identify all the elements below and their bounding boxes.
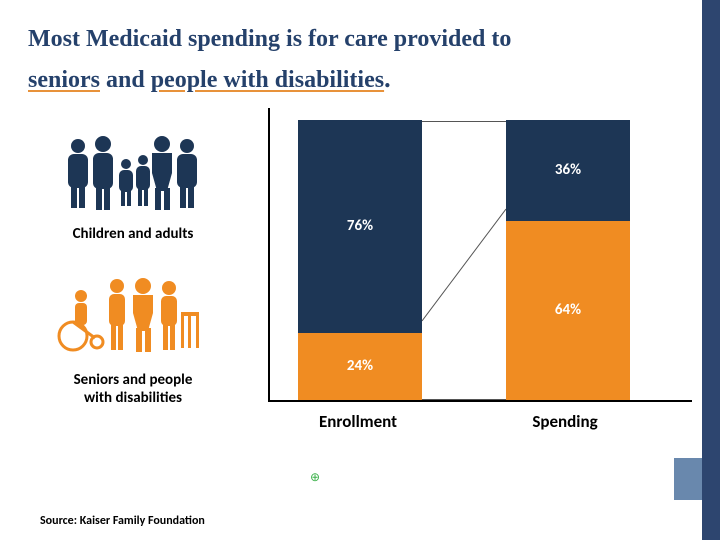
source-text: Source: Kaiser Family Foundation	[40, 514, 205, 528]
title-underline-seniors: seniors	[28, 67, 100, 93]
title-underline-disabilities: people with disabilities	[151, 67, 384, 93]
legend-children-adults: Children and adults	[28, 134, 238, 244]
bar-spending: 36% 64%	[506, 120, 630, 400]
title-line2: seniors and people with disabilities.	[28, 58, 692, 100]
legend-column: Children and adults Seniors and p	[28, 108, 238, 438]
legend-label-1: Children and adults	[28, 225, 238, 244]
seg-label-spend-bottom: 64%	[555, 301, 581, 319]
content-row: Children and adults Seniors and p	[28, 108, 692, 438]
seg-label-enroll-top: 76%	[347, 217, 373, 235]
axis-label-enrollment: Enrollment	[283, 411, 433, 432]
legend-seniors: Seniors and people with disabilities	[28, 276, 238, 409]
slide: Most Medicaid spending is for care provi…	[0, 0, 720, 540]
seg-label-spend-top: 36%	[555, 161, 581, 179]
legend-label-2b: with disabilities	[28, 389, 238, 408]
title-period: .	[384, 64, 391, 93]
axis-label-spending: Spending	[490, 411, 640, 432]
title-mid: and	[100, 67, 151, 93]
seg-spend-bottom: 64%	[506, 221, 630, 400]
y-axis	[268, 108, 270, 402]
seg-label-enroll-bottom: 24%	[347, 357, 373, 375]
side-stripe-dark	[702, 0, 720, 540]
title-line1: Most Medicaid spending is for care provi…	[28, 20, 692, 58]
people-group-icon	[53, 134, 213, 212]
connector-bottom	[422, 399, 506, 400]
seniors-group-icon	[53, 276, 213, 358]
x-axis	[268, 400, 692, 402]
seg-spend-top: 36%	[506, 120, 630, 221]
seg-enroll-bottom: 24%	[298, 333, 422, 400]
legend-label-2a: Seniors and people	[28, 371, 238, 390]
chart-area: 76% 24% 36% 64% Enrollment Spendin	[238, 108, 692, 438]
seg-enroll-top: 76%	[298, 120, 422, 333]
marker-icon: ⊕	[310, 470, 320, 480]
connector-mid-svg	[422, 121, 506, 327]
bar-enrollment: 76% 24%	[298, 120, 422, 400]
